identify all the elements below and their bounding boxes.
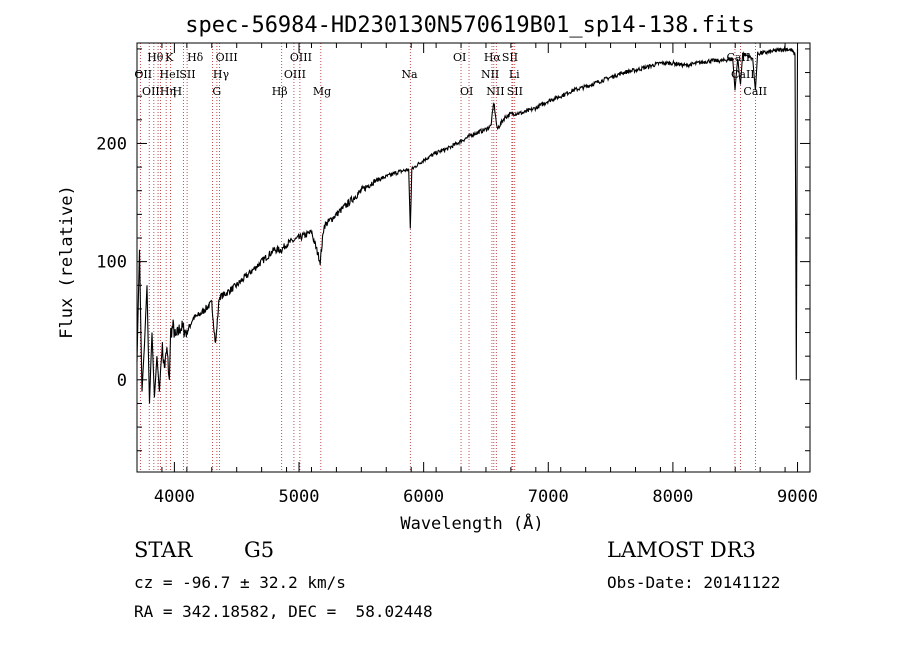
redshift-readout: cz = -96.7 ± 32.2 km/s [134, 573, 346, 592]
line-label-9: OIII [216, 51, 238, 64]
line-label-17: OI [453, 51, 466, 64]
flux-series-line [136, 45, 799, 404]
plot-frame [136, 42, 811, 473]
object-subclass: G5 [244, 538, 275, 562]
line-label-3: OII [134, 68, 152, 81]
x-axis-label: Wavelength (Å) [400, 512, 543, 534]
line-label-21: NII [481, 68, 499, 81]
line-label-2: Hδ [187, 51, 204, 64]
x-tick-label-5: 9000 [777, 487, 818, 507]
line-label-6: OIII [142, 85, 164, 98]
x-tick-label-4: 8000 [652, 487, 693, 507]
line-label-12: OIII [290, 51, 312, 64]
line-label-13: OIII [284, 68, 306, 81]
x-tick-label-0: 4000 [154, 487, 195, 507]
line-label-18: OI [460, 85, 473, 98]
y-axis-label: Flux (relative) [57, 185, 77, 339]
line-label-22: Li [509, 68, 520, 81]
line-label-16: Na [401, 68, 418, 81]
x-tick-label-1: 5000 [279, 487, 320, 507]
line-label-4: HeI [160, 68, 180, 81]
y-tick-label-0: 0 [117, 371, 127, 391]
line-label-23: NII [486, 85, 504, 98]
line-label-24: SII [507, 85, 523, 98]
coordinates: RA = 342.18582, DEC = 58.02448 [134, 602, 433, 621]
line-label-20: SII [502, 51, 518, 64]
line-label-7: Hη [160, 85, 176, 98]
line-label-1: K [165, 51, 174, 64]
line-label-15: Mg [313, 85, 331, 98]
line-label-11: G [212, 85, 221, 98]
y-axis: 0 100 200 [96, 48, 810, 452]
chart-title: spec-56984-HD230130N570619B01_sp14-138.f… [185, 13, 755, 38]
object-class: STAR [134, 538, 193, 562]
line-label-27: CaII [743, 85, 767, 98]
line-label-10: Hγ [213, 68, 230, 81]
x-tick-label-2: 6000 [403, 487, 444, 507]
line-label-0: Hθ [147, 51, 164, 64]
x-tick-label-3: 7000 [528, 487, 569, 507]
spectral-line-markers [139, 43, 756, 472]
line-label-14: Hβ [272, 85, 288, 98]
line-label-8: H [173, 85, 183, 98]
line-label-5: SII [179, 68, 195, 81]
line-label-19: Hα [484, 51, 502, 64]
y-tick-label-2: 200 [96, 134, 127, 154]
y-tick-label-1: 100 [96, 253, 127, 273]
survey-name: LAMOST DR3 [607, 538, 756, 562]
obs-date: Obs-Date: 20141122 [607, 573, 781, 592]
x-axis: 4000 5000 6000 7000 8000 9000 [136, 43, 818, 507]
